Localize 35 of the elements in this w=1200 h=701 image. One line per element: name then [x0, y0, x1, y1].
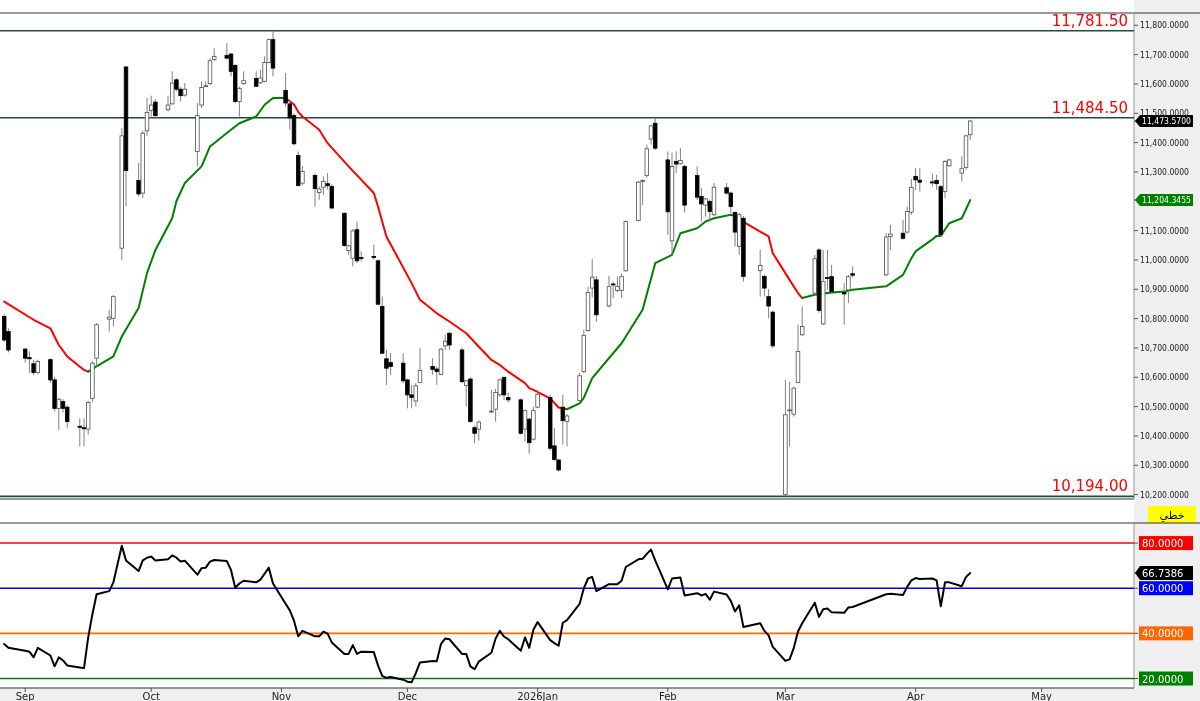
x-tick-label: Dec: [397, 690, 418, 701]
text: خطي: [1159, 509, 1185, 522]
y-tick-label: 11,800.0000: [1140, 20, 1195, 31]
y-tick-label: 10,400.0000: [1140, 430, 1195, 441]
y-tick-label: 11,700.0000: [1140, 49, 1195, 60]
x-tick-label: Nov: [271, 690, 292, 701]
y-tick-label: 10,500.0000: [1140, 401, 1195, 412]
ref-line-label: 11,781.50: [1051, 11, 1128, 30]
y-tick-label: 11,100.0000: [1140, 225, 1195, 236]
ref-line-label: 10,194.00: [1051, 477, 1128, 496]
y-tick-label: 40.0000: [1142, 628, 1184, 640]
y-tick-label: 11,600.0000: [1140, 78, 1195, 89]
y-tick-label: 10,900.0000: [1140, 284, 1195, 295]
y-tick-label: 10,600.0000: [1140, 372, 1195, 383]
x-tick-label: Sep: [15, 690, 35, 701]
y-tick-label: 11,300.0000: [1140, 166, 1195, 177]
x-tick-label: Oct: [142, 690, 160, 701]
y-tick-label: 11,204.3455: [1142, 195, 1200, 206]
y-tick-label: 10,300.0000: [1140, 460, 1195, 471]
y-tick-label: 10,800.0000: [1140, 313, 1195, 324]
y-tick-label: 60.0000: [1142, 583, 1184, 595]
y-tick-label: 80.0000: [1142, 538, 1184, 550]
x-tick-label: Mar: [775, 690, 796, 701]
y-tick-label: 20.0000: [1142, 673, 1184, 685]
x-tick-label: 2026Jan: [517, 690, 559, 701]
y-tick-label: 11,400.0000: [1140, 137, 1195, 148]
y-tick-label: 10,200.0000: [1140, 489, 1195, 500]
y-tick-label: 11,473.5700: [1142, 116, 1200, 127]
y-tick-label: 10,700.0000: [1140, 342, 1195, 353]
y-tick-label: 66.7386: [1142, 568, 1184, 579]
y-tick-label: 11,000.0000: [1140, 254, 1195, 265]
ref-line-label: 11,484.50: [1051, 98, 1128, 117]
x-tick-label: Feb: [658, 690, 677, 701]
x-tick-label: May: [1031, 690, 1053, 701]
x-tick-label: Apr: [906, 690, 926, 701]
